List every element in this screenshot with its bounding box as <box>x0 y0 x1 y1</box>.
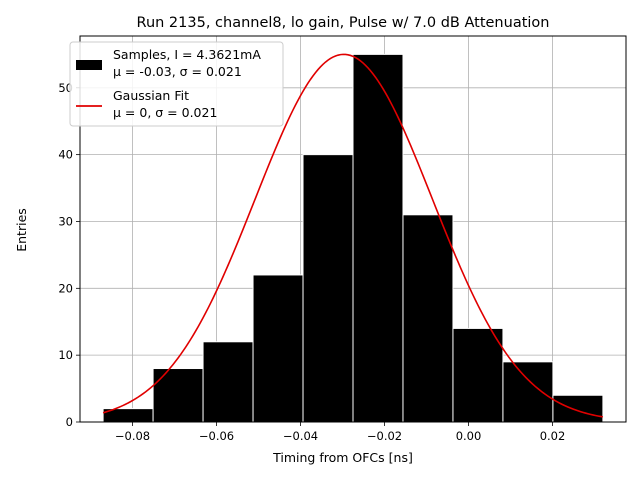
legend-box <box>69 41 284 127</box>
plot-frame <box>79 35 627 423</box>
histogram-bar <box>252 274 304 423</box>
x-tick-label: −0.02 <box>367 429 402 443</box>
histogram-bar <box>302 154 354 423</box>
y-tick-label: 0 <box>66 415 73 429</box>
histogram-bars <box>102 53 604 423</box>
histogram-bar <box>452 327 504 423</box>
y-tick-label: 10 <box>58 348 73 362</box>
x-tick-label: −0.08 <box>115 429 150 443</box>
y-tick-label: 20 <box>58 281 73 295</box>
axes <box>79 35 627 423</box>
y-tick-label: 40 <box>58 148 73 162</box>
ticks: −0.08 −0.06 −0.04 −0.02 0.00 0.02 0 10 20 30 40 50 <box>58 81 565 443</box>
gaussian-fit-curve <box>102 53 604 418</box>
legend-entry-stats: μ = -0.03, σ = 0.021 <box>113 64 242 79</box>
histogram-bar <box>502 361 554 423</box>
chart-title: Run 2135, channel8, lo gain, Pulse w/ 7.… <box>137 15 550 31</box>
legend-samples-swatch <box>76 60 102 70</box>
x-axis-label: Timing from OFCs [ns] <box>272 450 413 465</box>
y-tick-label: 30 <box>58 214 73 228</box>
histogram-bar <box>352 53 404 423</box>
y-axis-label: Entries <box>14 208 29 252</box>
gaussian-fit <box>102 53 604 418</box>
legend-entry-label: Gaussian Fit <box>113 88 189 103</box>
x-tick-label: −0.06 <box>199 429 234 443</box>
legend-entry-stats: μ = 0, σ = 0.021 <box>113 105 217 120</box>
y-tick-label: 50 <box>58 81 73 95</box>
x-tick-label: 0.00 <box>456 429 482 443</box>
x-tick-label: −0.04 <box>283 429 318 443</box>
histogram-bar <box>202 341 254 423</box>
x-tick-label: 0.02 <box>540 429 566 443</box>
histogram-bar <box>152 368 204 423</box>
histogram-bar <box>402 214 454 423</box>
legend-entry-label: Samples, I = 4.3621mA <box>113 47 261 62</box>
histogram-bar <box>552 394 604 423</box>
legend: Samples, I = 4.3621mA μ = -0.03, σ = 0.02… <box>69 41 284 127</box>
